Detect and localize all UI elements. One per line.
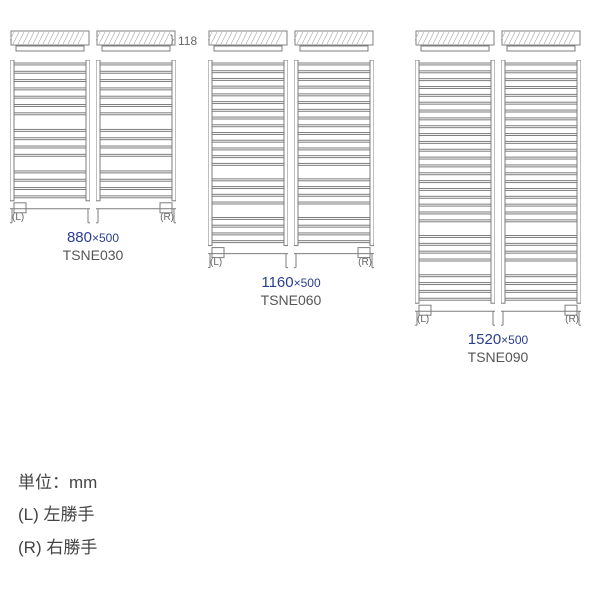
lr-label-R: (R)	[358, 257, 372, 268]
front-row: (L) (R)	[208, 60, 374, 270]
top-view-R	[96, 30, 176, 52]
legend-left: (L) 左勝手	[18, 499, 97, 531]
radiator-R-svg	[501, 60, 581, 327]
model-caption: 1160×500TSNE060	[208, 274, 374, 308]
top-view-R	[294, 30, 374, 52]
top-view-svg	[208, 30, 288, 52]
model-group-TSNE060: (L) (R) 1160×500TSNE060	[208, 30, 374, 308]
radiator-L: (L)	[208, 60, 288, 270]
top-view-L	[208, 30, 288, 52]
dimension-label: 1160×500	[208, 274, 374, 291]
lr-label-R: (R)	[565, 314, 579, 325]
dimension-label: 1520×500	[415, 331, 581, 348]
top-view-L	[10, 30, 90, 52]
legend: 単位：mm (L) 左勝手 (R) 右勝手	[18, 467, 97, 564]
lr-label-R: (R)	[160, 212, 174, 223]
model-code: TSNE030	[10, 247, 176, 263]
radiator-L-svg	[10, 60, 90, 225]
top-view-row	[208, 30, 374, 52]
dimension-label: 880×500	[10, 229, 176, 246]
front-row: (L) (R)	[415, 60, 581, 327]
diagram-area: 118}(L)(R)880×500TSNE030(L)(R)1160×500TS…	[10, 30, 590, 400]
lr-label-L: (L)	[12, 212, 24, 223]
model-group-TSNE030: 118} (L) (R) 880×500TSNE030	[10, 30, 176, 263]
lr-label-L: (L)	[417, 314, 429, 325]
top-view-svg	[10, 30, 90, 52]
model-caption: 880×500TSNE030	[10, 229, 176, 263]
top-view-row: 118}	[10, 30, 176, 52]
top-view-svg	[415, 30, 495, 52]
top-view-L	[415, 30, 495, 52]
top-view-svg	[501, 30, 581, 52]
legend-right: (R) 右勝手	[18, 532, 97, 564]
top-view-R	[501, 30, 581, 52]
radiator-R: (R)	[501, 60, 581, 327]
radiator-L: (L)	[10, 60, 90, 225]
top-view-row	[415, 30, 581, 52]
legend-unit: 単位：mm	[18, 467, 97, 499]
top-view-svg	[294, 30, 374, 52]
radiator-R: (R)	[294, 60, 374, 270]
radiator-R-svg	[294, 60, 374, 270]
model-code: TSNE090	[415, 349, 581, 365]
model-group-TSNE090: (L) (R) 1520×500TSNE090	[415, 30, 581, 365]
front-row: (L) (R)	[10, 60, 176, 225]
radiator-R-svg	[96, 60, 176, 225]
depth-brace: }	[170, 32, 174, 46]
radiator-R: (R)	[96, 60, 176, 225]
radiator-L-svg	[415, 60, 495, 327]
model-caption: 1520×500TSNE090	[415, 331, 581, 365]
lr-label-L: (L)	[210, 257, 222, 268]
radiator-L: (L)	[415, 60, 495, 327]
radiator-L-svg	[208, 60, 288, 270]
model-code: TSNE060	[208, 292, 374, 308]
depth-label: 118	[178, 34, 197, 48]
top-view-svg	[96, 30, 176, 52]
